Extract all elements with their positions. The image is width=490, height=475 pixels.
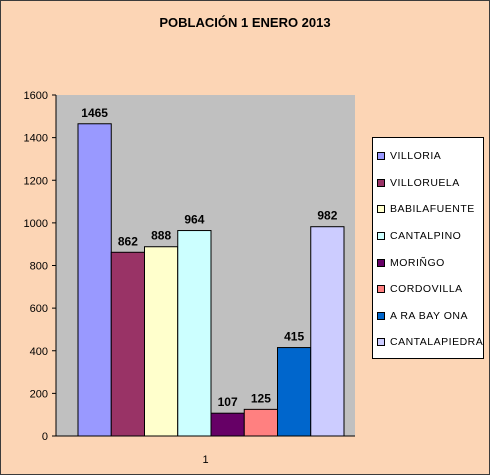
y-tick-label: 1200 [24,175,48,187]
bar-value-label: 888 [151,229,171,243]
bar-3 [177,230,212,437]
legend-swatch [377,258,385,267]
x-tick-label: 1 [202,454,208,466]
legend-item: MORIÑGO [377,249,479,276]
y-tick-label: 200 [30,388,48,400]
bar-value-label: 415 [284,330,304,344]
legend-item: A RA BAY ONA [377,303,479,330]
legend-swatch [377,311,385,320]
legend-swatch [377,285,385,294]
y-tick-label: 1000 [24,218,48,230]
legend-item: VILLORUELA [377,170,479,197]
bar-5 [243,408,278,437]
y-tick-label: 0 [42,431,48,443]
legend-swatch [377,232,385,241]
y-tick-label: 1400 [24,133,48,145]
legend-label: A RA BAY ONA [390,309,468,322]
bar-7 [310,226,345,437]
legend-item: CANTALAPIEDRA [377,329,483,356]
y-tick-label: 800 [30,261,48,273]
bar-value-label: 107 [218,395,238,409]
legend-swatch [377,338,385,347]
bar-value-label: 982 [317,209,337,223]
chart-legend: VILLORIA VILLORUELA BABILAFUENTE CANTALPINO… [372,137,484,359]
y-tick-label: 400 [30,346,48,358]
legend-label: VILLORUELA [390,176,460,189]
y-tick-label: 600 [30,303,48,315]
bar-1 [110,251,145,437]
bar-value-label: 125 [251,391,271,405]
legend-label: CANTALAPIEDRA [390,336,484,349]
legend-item: CANTALPINO [377,223,479,250]
legend-item: CORDOVILLA [377,276,479,303]
bar-value-label: 1465 [81,106,108,120]
legend-swatch [377,178,385,187]
bar-6 [277,347,312,437]
chart-title: POBLACIÓN 1 ENERO 2013 [159,15,331,30]
bar-value-label: 862 [118,234,138,248]
legend-item: VILLORIA [377,143,479,170]
y-tick-label: 1600 [24,90,48,102]
legend-label: CORDOVILLA [390,283,463,296]
bar-0 [77,123,112,437]
legend-label: MORIÑGO [390,256,445,269]
legend-label: VILLORIA [390,150,442,163]
legend-label: CANTALPINO [390,230,462,243]
legend-swatch [377,205,385,214]
bar-4 [210,412,245,437]
bar-value-label: 964 [184,213,204,227]
bar-2 [144,246,179,437]
legend-item: BABILAFUENTE [377,196,479,223]
legend-swatch [377,152,385,161]
legend-label: BABILAFUENTE [390,203,475,216]
